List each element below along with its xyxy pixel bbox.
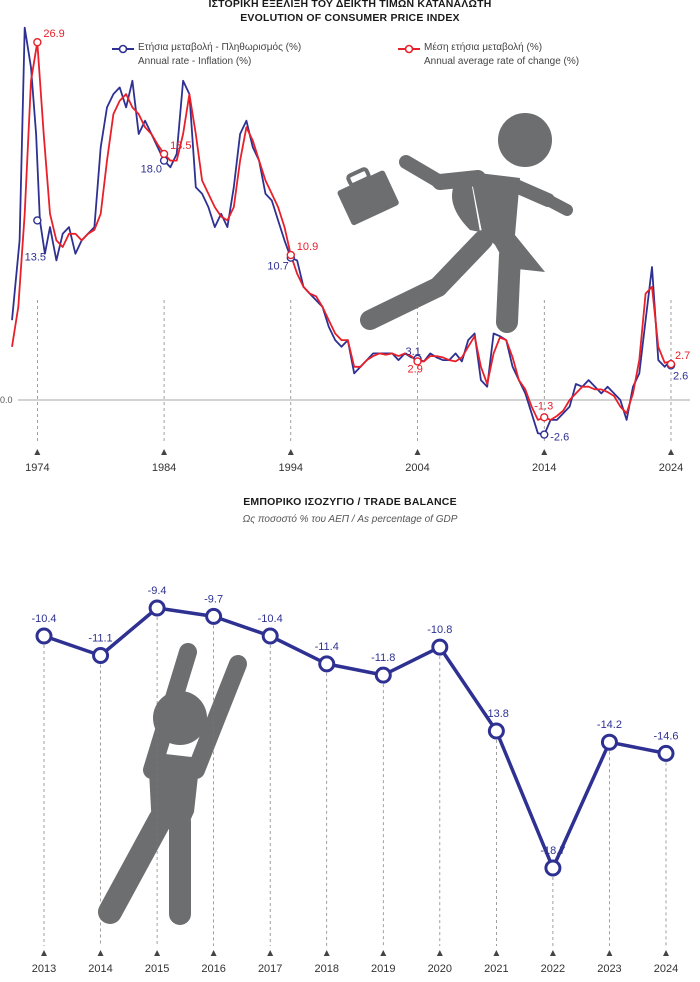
year-triangle-marker [493, 950, 500, 956]
trade-data-label: -9.4 [148, 585, 167, 597]
legend-average-swatch [398, 44, 420, 54]
x-tick-label: 2014 [532, 462, 556, 474]
average-marker [286, 250, 296, 260]
inflation-data-label: 18.0 [141, 164, 162, 176]
trade-point-marker [318, 655, 336, 673]
stretching-man-icon [98, 643, 247, 925]
inflation-series-line [11, 26, 676, 436]
trade-point-marker [205, 607, 223, 625]
x-tick-label: 1984 [152, 462, 176, 474]
average-data-label: 2.7 [675, 350, 690, 362]
year-triangle-marker [267, 950, 274, 956]
year-triangle-marker [380, 950, 387, 956]
trade-point-marker [35, 627, 53, 645]
inflation-data-label: -2.6 [550, 432, 569, 444]
average-data-label: 2.9 [408, 363, 423, 375]
inflation-data-label: 3.1 [406, 346, 421, 358]
year-triangle-marker [606, 950, 613, 956]
x-tick-label: 2018 [314, 963, 338, 975]
trade-data-label: -11.1 [88, 633, 112, 645]
trade-subtitle: Ως ποσοστό % του ΑΕΠ / As percentage of … [242, 514, 458, 525]
trade-point-marker [657, 744, 675, 762]
x-tick-label: 2019 [371, 963, 395, 975]
x-tick-label: 2016 [201, 963, 225, 975]
average-marker [540, 413, 549, 422]
trade-point-marker [431, 638, 449, 656]
trade-data-label: -10.4 [31, 613, 56, 625]
trade-data-label: -11.8 [371, 652, 395, 664]
trade-title: ΕΜΠΟΡΙΚΟ ΙΣΟΖΥΓΙΟ / TRADE BALANCE [243, 496, 457, 508]
trade-data-label: -18.7 [540, 845, 565, 857]
tick-triangle-marker [161, 449, 168, 455]
inflation-data-label: 13.5 [25, 251, 46, 263]
trade-point-marker [148, 599, 166, 617]
cpi-title-greek: ΙΣΤΟΡΙΚΗ ΕΞΕΛΙΞΗ ΤΟΥ ΔΕΙΚΤΗ ΤΙΜΩΝ ΚΑΤΑΝΑ… [208, 0, 492, 10]
x-tick-label: 2024 [659, 462, 683, 474]
trade-point-marker [600, 733, 618, 751]
legend-average-label-gr: Μέση ετήσια μεταβολή (%) [424, 42, 543, 53]
running-man-with-briefcase-icon [337, 113, 573, 333]
average-marker [159, 149, 169, 159]
average-data-label: 10.9 [297, 241, 318, 253]
trade-data-label: -9.7 [204, 593, 223, 605]
year-triangle-marker [97, 950, 104, 956]
inflation-data-label: 10.7 [267, 261, 288, 273]
x-tick-label: 2017 [258, 963, 282, 975]
x-tick-label: 2013 [32, 963, 56, 975]
average-data-label: 26.9 [43, 28, 64, 40]
year-triangle-marker [549, 950, 556, 956]
trade-balance-line [43, 606, 667, 870]
legend-inflation-label-en: Annual rate - Inflation (%) [138, 56, 252, 67]
x-tick-label: 2014 [88, 963, 112, 975]
legend-inflation-swatch [112, 44, 134, 54]
legend-inflation-label-gr: Ετήσια μεταβολή - Πληθωρισμός (%) [138, 42, 302, 53]
legend-average-label-en: Annual average rate of change (%) [424, 56, 580, 67]
average-series-line [11, 41, 676, 421]
trade-data-label: -13.8 [484, 708, 509, 720]
tick-triangle-marker [541, 449, 548, 455]
average-data-label: -1.3 [534, 400, 553, 412]
inflation-marker [540, 430, 549, 439]
x-tick-label: 1974 [25, 462, 49, 474]
average-marker [413, 357, 422, 366]
tick-triangle-marker [34, 449, 41, 455]
trade-data-label: -11.4 [315, 641, 339, 653]
trade-point-marker [374, 666, 392, 684]
inflation-marker [33, 216, 42, 225]
trade-point-marker [544, 859, 562, 877]
trade-point-marker [487, 722, 505, 740]
tick-triangle-marker [667, 449, 674, 455]
trade-point-marker [261, 627, 279, 645]
x-tick-label: 2015 [145, 963, 169, 975]
trade-point-marker [92, 647, 110, 665]
x-tick-label: 2020 [428, 963, 452, 975]
year-triangle-marker [436, 950, 443, 956]
average-marker [33, 38, 42, 47]
year-triangle-marker [154, 950, 161, 956]
x-tick-label: 2022 [541, 963, 565, 975]
tick-triangle-marker [414, 449, 421, 455]
cpi-title-english: EVOLUTION OF CONSUMER PRICE INDEX [240, 12, 460, 24]
average-marker [666, 359, 676, 369]
x-tick-label: 2004 [405, 462, 429, 474]
x-tick-label: 2024 [654, 963, 678, 975]
year-triangle-marker [323, 950, 330, 956]
cpi-chart: 0.0 1974 1984 1994 2004 2014 2024 13.5 26.9 18.0 1… [0, 26, 690, 474]
year-triangle-marker [210, 950, 217, 956]
x-tick-label: 2023 [597, 963, 621, 975]
x-tick-label: 1994 [279, 462, 303, 474]
average-data-label: 18.5 [170, 140, 191, 152]
trade-data-label: -14.2 [597, 719, 622, 731]
trade-data-label: -10.8 [427, 624, 452, 636]
trade-data-label: -10.4 [258, 613, 283, 625]
x-tick-label: 2021 [484, 963, 508, 975]
zero-axis-label: 0.0 [0, 395, 13, 405]
inflation-data-label: 2.6 [673, 370, 688, 382]
year-triangle-marker [41, 950, 47, 956]
tick-triangle-marker [287, 449, 294, 455]
year-triangle-marker [663, 950, 669, 956]
trade-data-label: -14.6 [653, 730, 678, 742]
